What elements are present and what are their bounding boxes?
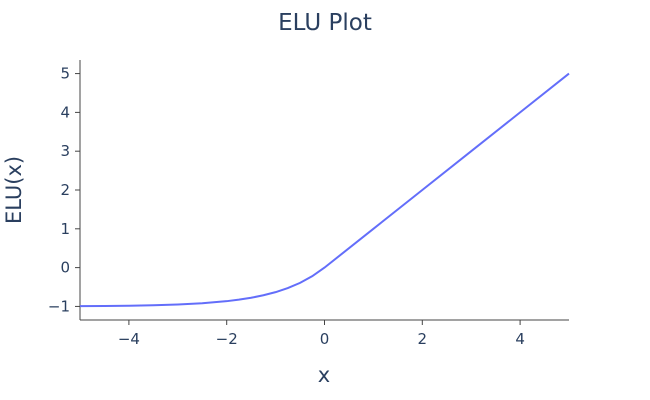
x-tick-label: 0 — [320, 330, 330, 348]
y-tick-label: 0 — [60, 259, 70, 277]
y-tick-label: 5 — [60, 65, 70, 83]
x-tick-label: −2 — [216, 330, 238, 348]
x-tick-label: −4 — [118, 330, 140, 348]
x-axis-ticks: −4 −2 0 2 4 — [118, 320, 525, 348]
y-tick-label: −1 — [48, 297, 70, 315]
y-tick-label: 2 — [60, 181, 70, 199]
chart-title: ELU Plot — [278, 10, 372, 36]
x-axis-title: x — [318, 363, 330, 387]
plot-area: −4 −2 0 2 4 −1 0 1 2 3 4 5 — [48, 60, 570, 348]
series-line-elu — [79, 72, 570, 308]
y-tick-label: 3 — [60, 142, 70, 160]
y-axis-title: ELU(x) — [2, 156, 26, 224]
x-tick-label: 4 — [515, 330, 525, 348]
x-tick-label: 2 — [418, 330, 428, 348]
y-tick-label: 1 — [60, 220, 70, 238]
y-tick-label: 4 — [60, 103, 70, 121]
y-axis-ticks: −1 0 1 2 3 4 5 — [48, 65, 80, 315]
